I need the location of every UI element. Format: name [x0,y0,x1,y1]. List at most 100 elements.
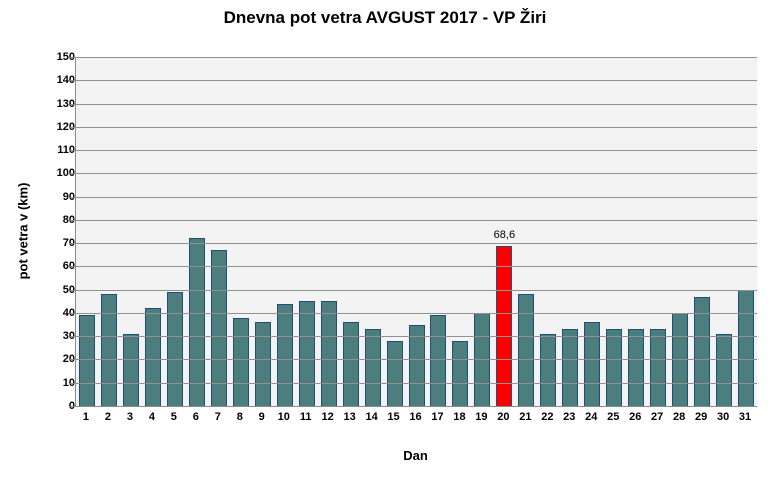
y-tick-mark-110 [70,150,76,152]
bar-slot-9 [252,57,274,406]
x-tick-label-3: 3 [126,411,133,423]
x-tick-label-19: 19 [475,411,488,423]
y-tick-label-80: 80 [62,213,75,226]
y-axis-tick-labels: 0 10 20 30 40 50 60 70 80 90 100 110 120 130 140 150 [0,51,75,412]
bar-slot-11 [296,57,318,406]
y-tick-mark-150 [70,57,76,58]
x-tick-label-12: 12 [321,411,334,423]
x-tick-label-8: 8 [236,411,243,423]
bar-slot-15 [384,57,406,406]
bar-day-4 [144,308,161,406]
bar-day-13 [342,322,359,406]
y-tick-mark-80 [70,219,76,221]
x-tick-label-29: 29 [694,411,708,423]
gridline-30 [76,336,757,338]
y-tick-mark-0 [70,406,76,407]
bar-day-3 [122,333,139,406]
gridline-130 [76,103,757,105]
bar-slot-18 [449,57,471,406]
bar-slot-7 [208,57,230,406]
bar-slot-23 [559,57,581,406]
x-tick-label-11: 11 [299,411,312,423]
gridline-120 [76,126,757,128]
x-axis-title: Dan [403,448,428,463]
bar-slot-3 [120,57,142,406]
bar-day-8 [232,317,249,406]
bar-slot-17 [428,57,450,406]
bar-day-20 [496,246,513,406]
bar-day-31 [738,289,755,406]
y-tick-mark-100 [70,173,76,175]
y-tick-label-40: 40 [62,306,75,319]
y-tick-label-90: 90 [62,190,75,203]
y-tick-mark-90 [70,196,76,198]
y-tick-label-110: 110 [57,144,75,157]
y-tick-mark-60 [70,266,76,268]
bar-slot-5 [164,57,186,406]
y-tick-mark-70 [70,243,76,245]
gridline-50 [76,289,757,291]
y-tick-label-130: 130 [56,97,75,110]
y-tick-mark-130 [70,103,76,105]
bar-day-16 [408,324,425,406]
bar-slot-1 [76,57,98,406]
x-tick-label-26: 26 [629,411,642,423]
y-tick-label-20: 20 [62,353,75,366]
bar-slot-6 [186,57,208,406]
x-tick-label-1: 1 [82,411,90,423]
x-tick-label-24: 24 [585,411,598,423]
y-tick-mark-30 [70,336,76,338]
bar-slot-21 [515,57,537,406]
bar-day-26 [628,329,645,406]
x-tick-label-18: 18 [453,411,466,423]
x-tick-label-7: 7 [214,411,221,423]
x-tick-label-25: 25 [607,411,620,423]
bar-slot-25 [603,57,625,406]
bar-slot-8 [230,57,252,406]
data-label-day-20: 68,6 [493,229,516,242]
y-tick-label-120: 120 [56,120,75,133]
bar-day-17 [430,315,447,406]
x-axis-tick-labels: 1 2 3 4 5 6 7 8 9 10 11 12 13 14 15 16 17 18 19 20 21 22 23 24 2… [75,411,756,423]
bar-slot-22 [537,57,559,406]
bar-slot-28 [669,57,691,406]
y-tick-mark-120 [70,126,76,128]
x-tick-label-4: 4 [148,411,155,423]
bar-day-12 [320,301,337,406]
bar-day-30 [716,333,733,406]
bar-slot-16 [406,57,428,406]
bar-day-5 [166,292,183,406]
x-tick-label-5: 5 [170,411,177,423]
bar-day-2 [100,294,117,406]
bar-day-14 [364,329,381,406]
bar-slot-12 [318,57,340,406]
y-tick-label-30: 30 [62,330,75,343]
x-tick-label-14: 14 [365,411,378,423]
y-tick-mark-50 [70,289,76,291]
y-tick-label-140: 140 [56,74,75,87]
bar-day-22 [540,333,557,406]
bar-day-15 [386,340,403,406]
bar-day-10 [276,303,293,406]
bar-slot-24 [581,57,603,406]
x-tick-label-22: 22 [541,411,554,423]
bar-day-25 [606,329,623,406]
x-tick-label-2: 2 [104,411,112,423]
bar-slot-20: 68,6 [493,57,515,406]
bar-day-6 [188,238,205,406]
bar-slot-31 [735,57,757,406]
y-tick-label-50: 50 [62,283,75,296]
gridline-90 [76,196,757,198]
gridline-100 [76,173,757,175]
x-tick-label-10: 10 [277,411,290,423]
bar-slot-27 [647,57,669,406]
x-tick-label-21: 21 [519,411,532,423]
bar-day-18 [452,340,469,406]
y-tick-mark-140 [70,80,76,82]
bar-slot-30 [713,57,735,406]
bar-day-23 [562,329,579,406]
bar-slot-14 [362,57,384,406]
gridline-10 [76,382,757,384]
x-tick-label-28: 28 [673,411,686,423]
